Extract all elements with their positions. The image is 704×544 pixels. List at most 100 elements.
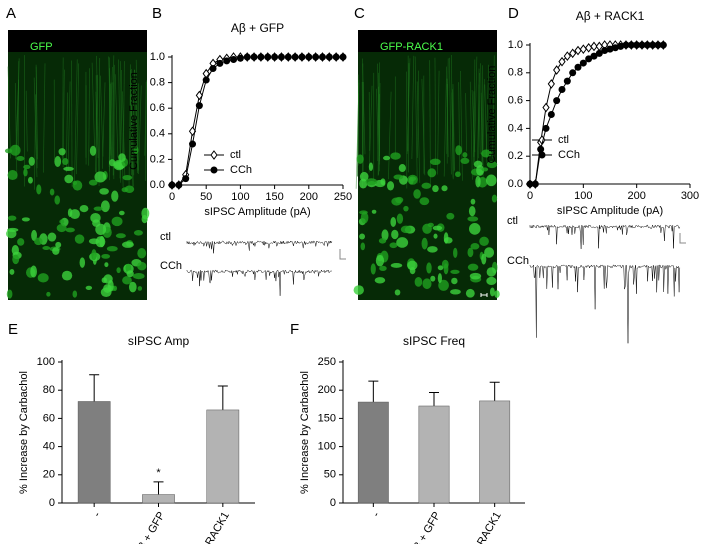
marker [563, 51, 571, 61]
dendrite [91, 62, 96, 156]
dendrite [67, 81, 71, 171]
cell [56, 223, 67, 233]
cell [141, 215, 148, 224]
error-bar [217, 385, 228, 410]
y-tick-label: 60 [43, 412, 55, 424]
marker [526, 180, 534, 188]
cell [375, 255, 385, 267]
cell [370, 263, 376, 275]
y-tick-label: 20 [43, 469, 55, 481]
x-tick-label: 300 [681, 190, 699, 202]
cell [427, 222, 434, 228]
y-tick-label: 100 [318, 441, 336, 453]
cell [479, 236, 489, 247]
dendrite [34, 94, 36, 190]
trace [529, 264, 681, 344]
x-tick-label: Aβ + GFP [133, 510, 168, 544]
trace [186, 240, 333, 254]
cell [390, 152, 401, 160]
cell [7, 215, 17, 221]
cell [122, 241, 134, 248]
cell [460, 157, 470, 165]
dendrite [465, 93, 467, 152]
marker [531, 180, 539, 188]
cell [91, 249, 97, 261]
marker [558, 85, 566, 93]
marker [195, 90, 203, 101]
bar [418, 405, 450, 504]
cell [107, 279, 114, 292]
x-tick-label: - [91, 510, 103, 519]
cell [398, 164, 406, 173]
cell [407, 260, 418, 271]
panel-label: F [290, 321, 299, 338]
cell [371, 209, 377, 214]
cell [421, 237, 428, 250]
cell [374, 277, 386, 284]
marker [257, 53, 265, 61]
cell [93, 206, 103, 211]
cell [12, 254, 20, 265]
trace [529, 224, 681, 249]
cell [118, 210, 125, 216]
cell [64, 174, 74, 184]
cell [426, 262, 432, 274]
cell [414, 276, 423, 287]
cell [409, 266, 416, 275]
cell [59, 219, 65, 224]
cell [125, 263, 132, 273]
y-axis-label: % Increase by Carbachol [299, 371, 311, 494]
panel-label: E [8, 321, 18, 338]
dendrite [452, 84, 455, 171]
dendrite [469, 81, 473, 180]
cell [484, 247, 495, 258]
cell [115, 233, 126, 239]
marker [579, 59, 587, 67]
cell [30, 265, 37, 278]
cell [455, 171, 461, 178]
dendrite [446, 78, 449, 158]
dendrite [492, 55, 495, 159]
dendrite [458, 82, 461, 174]
marker [209, 65, 217, 73]
legend-marker [210, 150, 218, 160]
cell [400, 225, 412, 234]
y-tick-label: 0.0 [150, 179, 165, 191]
dendrite [443, 66, 447, 177]
dendrite [7, 66, 11, 159]
dendrite [14, 83, 18, 179]
cell [441, 259, 449, 269]
cell [100, 200, 110, 213]
cell [62, 158, 69, 165]
cell [432, 185, 439, 193]
cell [394, 289, 401, 296]
x-tick-label: 250 [334, 191, 352, 203]
legend-marker [210, 166, 218, 174]
chart-title: Aβ + GFP [231, 21, 284, 35]
image-label: GFP [30, 41, 53, 53]
cell [23, 168, 28, 177]
dendrite [437, 70, 440, 175]
marker [542, 102, 550, 113]
y-tick-label: 0.8 [508, 67, 523, 79]
dendrite [406, 58, 411, 154]
cell [465, 288, 475, 298]
dendrite [377, 63, 381, 165]
y-tick-label: 0.2 [508, 150, 523, 162]
cell [470, 242, 480, 250]
x-axis-label: sIPSC Amplitude (pA) [204, 206, 310, 218]
y-tick-label: 0.0 [508, 178, 523, 190]
dendrite [414, 56, 418, 184]
marker [236, 54, 244, 62]
panel-label: D [508, 5, 519, 22]
marker [312, 53, 320, 61]
legend-label: CCh [230, 164, 252, 176]
cell [85, 285, 93, 291]
y-axis-label: % Increase by Carbachol [18, 371, 30, 494]
scale-bar [339, 249, 346, 260]
cell [443, 232, 449, 244]
dendrite [473, 59, 476, 157]
x-axis-label: sIPSC Amplitude (pA) [557, 205, 663, 217]
dendrite [450, 55, 454, 180]
y-tick-label: 0 [49, 497, 55, 509]
